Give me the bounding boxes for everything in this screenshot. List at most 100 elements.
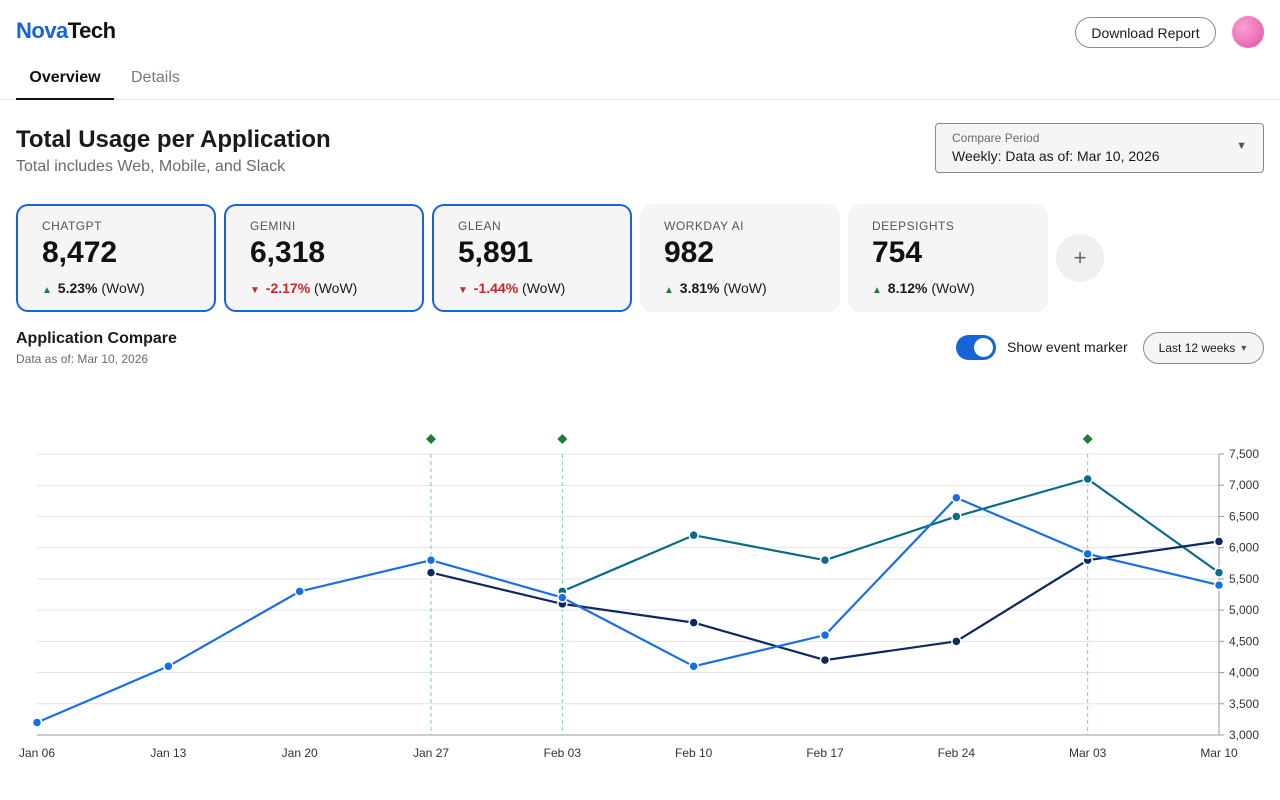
y-tick-label: 3,500 xyxy=(1229,697,1259,711)
app-card-delta-pct: 3.81% xyxy=(679,280,720,296)
compare-period-select[interactable]: Compare Period Weekly: Data as of: Mar 1… xyxy=(935,123,1264,173)
trend-down-icon: ▼ xyxy=(250,285,260,296)
dropdown-caret-icon: ▼ xyxy=(1239,343,1249,353)
y-tick-label: 6,000 xyxy=(1229,541,1259,555)
app-card-delta-suffix: (WoW) xyxy=(310,280,358,296)
add-card-button[interactable]: + xyxy=(1056,234,1104,282)
app-card-value: 8,472 xyxy=(42,236,118,269)
page-title: Total Usage per Application xyxy=(16,126,331,153)
app-card-delta: ▲ 5.23% (WoW) xyxy=(42,280,145,296)
app-card-name: GEMINI xyxy=(250,219,296,233)
logo[interactable]: NovaTech xyxy=(16,18,116,44)
compare-period-value: Weekly: Data as of: Mar 10, 2026 xyxy=(952,148,1160,164)
app-card-delta-suffix: (WoW) xyxy=(927,280,975,296)
app-card-delta: ▲ 8.12% (WoW) xyxy=(872,280,975,296)
x-tick-label: Jan 13 xyxy=(150,746,186,760)
app-card-delta-pct: 5.23% xyxy=(57,280,98,296)
trend-up-icon: ▲ xyxy=(872,285,882,296)
x-tick-label: Feb 24 xyxy=(938,746,976,760)
app-card-delta-pct: -2.17% xyxy=(265,280,311,296)
top-bar: NovaTech Download Report Overview Detail… xyxy=(0,0,1280,100)
data-point-blue xyxy=(951,492,962,503)
trend-up-icon: ▲ xyxy=(664,285,674,296)
app-card-value: 754 xyxy=(872,236,923,269)
section-subtitle: Data as of: Mar 10, 2026 xyxy=(16,352,149,366)
x-tick-label: Jan 20 xyxy=(282,746,318,760)
tab-overview[interactable]: Overview xyxy=(16,69,114,100)
app-card-chatgpt[interactable]: CHATGPT 8,472 ▲ 5.23% (WoW) xyxy=(16,204,216,312)
x-tick-label: Mar 10 xyxy=(1200,746,1238,760)
app-card-delta-suffix: (WoW) xyxy=(518,280,566,296)
app-card-deepsights[interactable]: DEEPSIGHTS 754 ▲ 8.12% (WoW) xyxy=(848,204,1048,312)
app-card-delta: ▲ 3.81% (WoW) xyxy=(664,280,767,296)
logo-part-1: Nova xyxy=(16,18,68,43)
app-card-delta-pct: 8.12% xyxy=(887,280,928,296)
data-point-teal xyxy=(688,529,699,541)
download-report-button[interactable]: Download Report xyxy=(1075,17,1216,48)
app-card-delta-suffix: (WoW) xyxy=(97,280,145,296)
series-line-teal xyxy=(561,477,1220,593)
event-marker-toggle-label: Show event marker xyxy=(1007,339,1128,355)
app-card-delta: ▼ -1.44% (WoW) xyxy=(458,280,565,296)
data-point-blue xyxy=(819,629,831,641)
dropdown-caret-icon: ▼ xyxy=(1236,140,1247,152)
y-tick-label: 4,000 xyxy=(1229,666,1259,680)
y-tick-label: 3,000 xyxy=(1229,728,1259,742)
app-card-glean[interactable]: GLEAN 5,891 ▼ -1.44% (WoW) xyxy=(432,204,632,312)
y-tick-label: 7,000 xyxy=(1229,478,1259,492)
x-tick-label: Feb 03 xyxy=(544,746,582,760)
data-point-navy xyxy=(425,567,437,578)
data-point-navy xyxy=(1213,536,1225,547)
data-point-teal xyxy=(1213,567,1225,578)
data-point-blue xyxy=(1213,579,1225,591)
app-card-name: CHATGPT xyxy=(42,219,102,233)
x-tick-label: Mar 03 xyxy=(1069,746,1107,760)
logo-part-2: Tech xyxy=(67,18,116,43)
app-card-delta-suffix: (WoW) xyxy=(719,280,767,296)
data-point-blue xyxy=(163,661,174,672)
y-tick-label: 5,500 xyxy=(1229,572,1259,586)
data-point-teal xyxy=(951,511,962,522)
app-card-gemini[interactable]: GEMINI 6,318 ▼ -2.17% (WoW) xyxy=(224,204,424,312)
trend-up-icon: ▲ xyxy=(42,285,52,296)
y-tick-label: 6,500 xyxy=(1229,509,1259,523)
page-subtitle: Total includes Web, Mobile, and Slack xyxy=(16,158,286,175)
app-card-delta-pct: -1.44% xyxy=(473,280,519,296)
x-tick-label: Jan 06 xyxy=(19,746,55,760)
series-line-blue xyxy=(36,496,1220,724)
app-card-name: DEEPSIGHTS xyxy=(872,219,955,233)
data-point-blue xyxy=(1082,548,1093,560)
app-card-name: WORKDAY AI xyxy=(664,219,744,233)
data-point-blue xyxy=(557,592,568,603)
data-point-blue xyxy=(294,586,305,597)
data-point-teal xyxy=(819,554,831,566)
app-card-value: 5,891 xyxy=(458,236,534,269)
x-tick-label: Feb 10 xyxy=(675,746,713,760)
avatar[interactable] xyxy=(1232,16,1264,48)
toggle-knob xyxy=(974,338,993,357)
app-card-value: 6,318 xyxy=(250,236,326,269)
data-point-blue xyxy=(31,717,43,728)
trend-down-icon: ▼ xyxy=(458,285,468,296)
data-point-navy xyxy=(688,617,699,628)
app-card-delta: ▼ -2.17% (WoW) xyxy=(250,280,357,296)
data-point-teal xyxy=(1082,473,1093,485)
compare-period-label: Compare Period xyxy=(952,131,1040,145)
app-card-value: 982 xyxy=(664,236,715,269)
date-range-label: Last 12 weeks xyxy=(1158,341,1236,355)
y-tick-label: 5,000 xyxy=(1229,603,1259,617)
app-card-name: GLEAN xyxy=(458,219,502,233)
event-marker-diamond-icon xyxy=(557,434,568,444)
event-marker-diamond-icon xyxy=(1082,434,1093,444)
tab-details[interactable]: Details xyxy=(131,69,180,86)
data-point-blue xyxy=(425,554,437,566)
event-marker-toggle[interactable] xyxy=(956,335,996,360)
data-point-navy xyxy=(819,654,831,666)
event-marker-diamond-icon xyxy=(426,434,436,444)
section-title: Application Compare xyxy=(16,330,177,347)
x-tick-label: Feb 17 xyxy=(806,746,844,760)
app-card-workday-ai[interactable]: WORKDAY AI 982 ▲ 3.81% (WoW) xyxy=(640,204,840,312)
y-tick-label: 4,500 xyxy=(1229,634,1259,648)
date-range-button[interactable]: Last 12 weeks ▼ xyxy=(1143,332,1264,364)
data-point-navy xyxy=(951,636,962,647)
